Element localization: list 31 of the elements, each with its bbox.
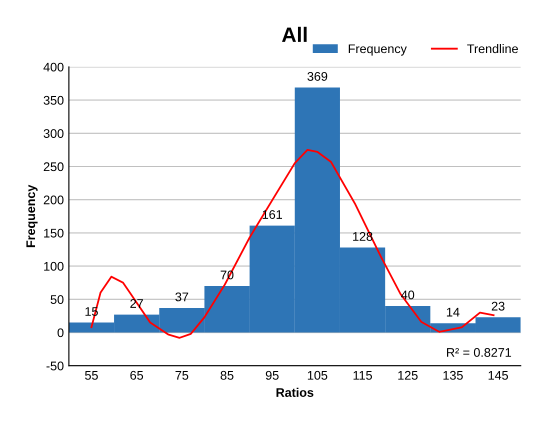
y-tick-label: 300 (44, 129, 64, 138)
x-tick-label: 65 (130, 370, 144, 380)
x-tick-label: 75 (176, 371, 188, 380)
x-tick-label: 145 (488, 371, 508, 380)
y-tick-label: 50 (50, 295, 64, 304)
y-tick-label: 0 (58, 328, 64, 338)
y-tick-label: 150 (44, 228, 64, 238)
x-axis-title: Ratios (276, 388, 314, 397)
data-label: 23 (492, 302, 505, 311)
x-tick-label: 115 (354, 371, 372, 380)
x-tick-label: 55 (85, 371, 98, 380)
chart-title: All (282, 26, 307, 42)
legend-label: Frequency (348, 44, 407, 56)
y-tick-label: 200 (44, 196, 64, 204)
y-tick-label: 400 (43, 62, 64, 72)
x-tick-label: 95 (266, 370, 279, 380)
y-tick-label: 100 (44, 262, 64, 271)
x-tick-label: 105 (308, 370, 328, 380)
data-label: 14 (446, 308, 460, 316)
x-tick-label: 85 (220, 370, 234, 380)
annotation: R² = 0.8271 (447, 348, 512, 357)
legend-label: Trendline (467, 44, 518, 54)
x-tick-label: 135 (443, 370, 463, 380)
y-axis-title: Frequency (26, 184, 38, 248)
x-tick-label: 125 (398, 370, 418, 380)
y-tick-label: 350 (44, 96, 64, 105)
data-label: 40 (401, 290, 414, 300)
data-label: 37 (175, 292, 188, 302)
data-label: 369 (307, 72, 328, 81)
y-tick-label: -50 (46, 362, 64, 370)
y-tick-label: 250 (44, 162, 64, 172)
